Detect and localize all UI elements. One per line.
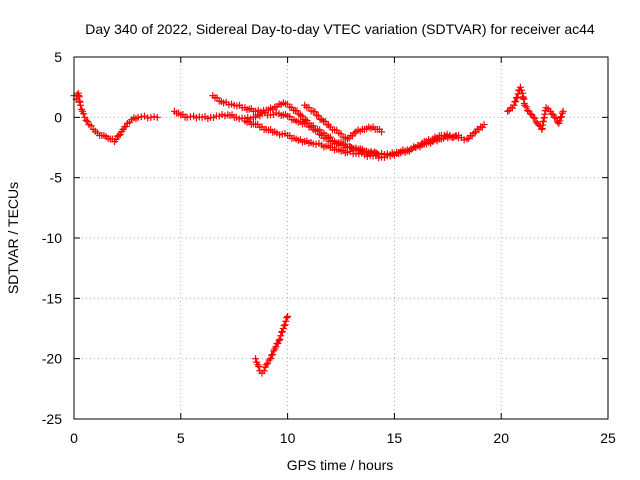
data-point [82, 116, 90, 124]
data-point [279, 325, 287, 332]
data-point [268, 351, 276, 359]
data-point [150, 113, 158, 121]
data-point [517, 86, 525, 94]
data-point [529, 113, 537, 121]
data-point [559, 107, 567, 115]
data-point [255, 363, 263, 371]
data-point [112, 135, 120, 143]
x-axis-label: GPS time / hours [287, 457, 394, 473]
y-tick-label: -15 [42, 290, 62, 306]
x-tick-label: 10 [280, 430, 296, 446]
data-point [269, 350, 277, 358]
data-point [276, 335, 284, 343]
data-point [463, 135, 471, 143]
data-point [480, 121, 488, 129]
y-tick-label: -10 [42, 230, 62, 246]
data-point [552, 114, 560, 122]
data-point [378, 128, 386, 136]
data-point [153, 113, 161, 121]
data-point [84, 118, 92, 126]
y-tick-label: -25 [42, 411, 62, 427]
data-point [296, 111, 304, 119]
data-point [280, 321, 288, 329]
data-point [298, 112, 306, 120]
series-track-4 [241, 117, 462, 162]
data-point [80, 110, 88, 118]
data-point [513, 93, 521, 101]
x-tick-label: 5 [177, 430, 185, 446]
x-tick-label: 15 [387, 430, 403, 446]
data-point [522, 103, 530, 111]
data-point [76, 101, 84, 109]
data-point [318, 116, 326, 124]
data-point [470, 129, 478, 137]
data-point [87, 122, 95, 130]
data-point [350, 129, 358, 137]
data-point [116, 131, 124, 139]
y-tick-label: -20 [42, 351, 62, 367]
data-point [516, 83, 524, 91]
data-point [272, 343, 280, 351]
data-point [321, 117, 329, 125]
data-point [314, 112, 322, 120]
data-point [278, 328, 286, 336]
data-point [531, 114, 539, 122]
grid-lines [74, 57, 608, 419]
data-point [293, 107, 301, 115]
data-point [183, 113, 191, 121]
data-point [134, 113, 142, 121]
data-point [311, 108, 319, 116]
data-point [252, 355, 260, 363]
x-tick-label: 0 [70, 430, 78, 446]
data-point [278, 328, 286, 336]
y-tick-label: -5 [50, 170, 63, 186]
data-point [504, 107, 512, 115]
y-tick-label: 5 [54, 49, 62, 65]
data-point [265, 356, 273, 364]
y-axis-label: SDTVAR / TECUs [5, 182, 21, 294]
data-point [137, 113, 145, 121]
data-point [81, 113, 89, 121]
data-point [267, 355, 275, 363]
data-point [122, 123, 130, 131]
data-point [556, 117, 564, 125]
data-point [262, 361, 270, 369]
data-point [521, 101, 529, 109]
data-point [557, 113, 565, 121]
data-point [277, 332, 285, 340]
series-track-6 [252, 312, 292, 377]
series-track-7 [504, 83, 567, 133]
x-tick-label: 20 [493, 430, 509, 446]
data-point [283, 314, 291, 322]
chart-title: Day 340 of 2022, Sidereal Day-to-day VTE… [85, 21, 595, 37]
data-point [186, 113, 194, 121]
data-point [557, 113, 565, 121]
data-points [70, 83, 567, 377]
data-point [115, 131, 123, 139]
data-point [514, 90, 522, 98]
data-point [551, 113, 559, 121]
data-point [510, 101, 518, 109]
data-point [275, 337, 283, 345]
series-track-5 [301, 101, 386, 143]
data-point [264, 359, 272, 367]
data-point [512, 97, 520, 105]
y-tick-label: 0 [54, 109, 62, 125]
data-point [260, 367, 268, 375]
data-point [281, 321, 289, 329]
data-point [282, 317, 290, 325]
series-track-3 [209, 92, 381, 158]
data-point [454, 131, 462, 139]
x-tick-label: 25 [600, 430, 616, 446]
data-point [284, 312, 292, 320]
series-track-1 [70, 89, 161, 145]
axis-ticks: 0 5 10 15 20 25 -25 -20 -15 -10 -5 0 5 [42, 49, 616, 446]
data-point [343, 135, 351, 143]
